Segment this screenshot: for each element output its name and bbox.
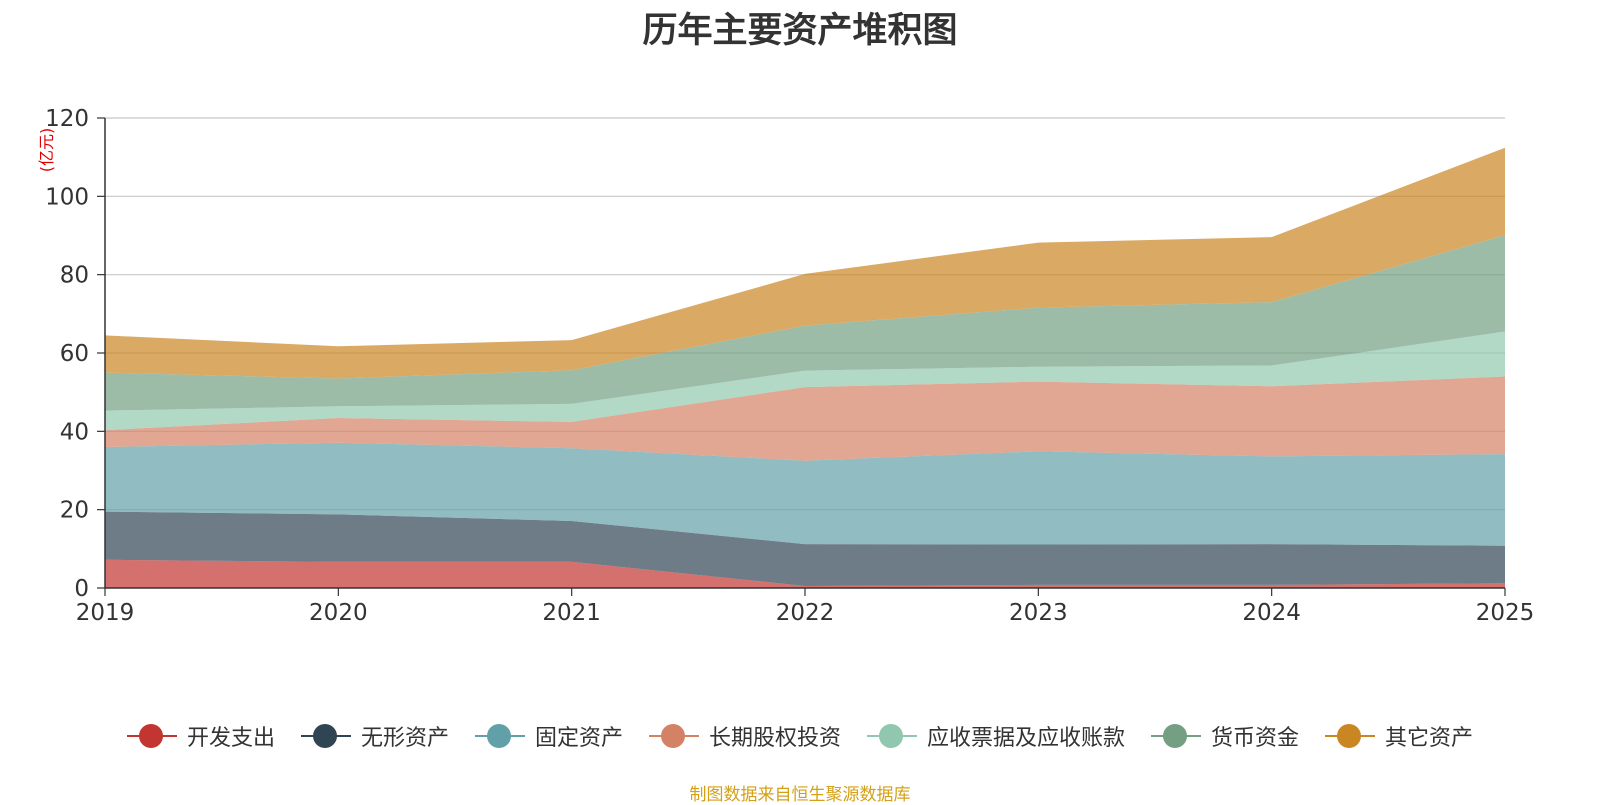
chart-title: 历年主要资产堆积图: [642, 11, 958, 51]
legend-marker-dot: [1337, 724, 1362, 748]
legend-item[interactable]: 其它资产: [1325, 720, 1473, 752]
legend-label: 货币资金: [1211, 726, 1300, 751]
legend-marker-dot: [660, 724, 685, 748]
legend: 开发支出 无形资产 固定资产 长期股权投资 应收票据及应收账款 货币资金 其它资产: [0, 718, 1600, 754]
stacked-area-chart: 0 20 40 60 80 100 120 2019 2020 2021 2022 2023 2024 2…: [45, 106, 1534, 626]
legend-marker-dot: [312, 724, 337, 748]
x-tick-label: 2025: [1476, 600, 1535, 626]
legend-item[interactable]: 货币资金: [1151, 720, 1299, 752]
x-tick-label: 2021: [542, 600, 601, 626]
legend-marker-icon: [474, 721, 525, 751]
legend-item[interactable]: 固定资产: [474, 720, 623, 752]
legend-label: 开发支出: [186, 726, 275, 751]
data-source-note: 制图数据来自恒生聚源数据库: [689, 785, 911, 805]
y-tick-label: 60: [60, 341, 89, 367]
area-series-6: [105, 147, 1505, 379]
legend-label: 无形资产: [360, 726, 449, 751]
x-tick-label: 2024: [1242, 600, 1301, 626]
legend-marker-dot: [486, 724, 511, 748]
legend-item[interactable]: 长期股权投资: [648, 720, 841, 752]
axis-layer: 0 20 40 60 80 100 120 2019 2020 2021 2022 2023 2024 2…: [45, 106, 1534, 626]
y-tick-label: 0: [74, 576, 89, 602]
legend-marker-icon: [1325, 721, 1376, 751]
y-tick-label: 120: [45, 106, 89, 132]
legend-marker-icon: [867, 721, 917, 751]
x-tick-label: 2023: [1009, 600, 1068, 626]
legend-label: 固定资产: [534, 726, 623, 751]
legend-marker-icon: [300, 721, 351, 751]
legend-label: 长期股权投资: [708, 726, 841, 751]
area-series-2: [105, 442, 1505, 546]
legend-marker-dot: [879, 724, 903, 748]
legend-label: 其它资产: [1385, 726, 1474, 751]
legend-label: 应收票据及应收账款: [927, 726, 1126, 751]
y-tick-label: 80: [60, 263, 89, 289]
legend-marker-icon: [648, 721, 699, 751]
area-series-0: [105, 559, 1505, 588]
x-tick-label: 2022: [776, 600, 835, 626]
x-tick-label: 2019: [76, 600, 135, 626]
legend-item[interactable]: 开发支出: [126, 720, 275, 752]
area-series-1: [105, 511, 1505, 586]
legend-item[interactable]: 无形资产: [300, 720, 449, 752]
area-series-4: [105, 331, 1505, 431]
y-tick-label: 20: [60, 498, 89, 524]
area-series-3: [105, 376, 1505, 461]
legend-item[interactable]: 应收票据及应收账款: [867, 720, 1125, 752]
area-layer: [105, 147, 1505, 588]
x-tick-label: 2020: [309, 600, 368, 626]
legend-marker-icon: [126, 721, 177, 751]
legend-marker-icon: [1151, 721, 1202, 751]
y-tick-label: 40: [60, 419, 89, 445]
legend-marker-dot: [1163, 724, 1188, 748]
y-tick-label: 100: [45, 184, 89, 210]
area-series-5: [105, 235, 1505, 411]
legend-marker-dot: [138, 724, 163, 748]
